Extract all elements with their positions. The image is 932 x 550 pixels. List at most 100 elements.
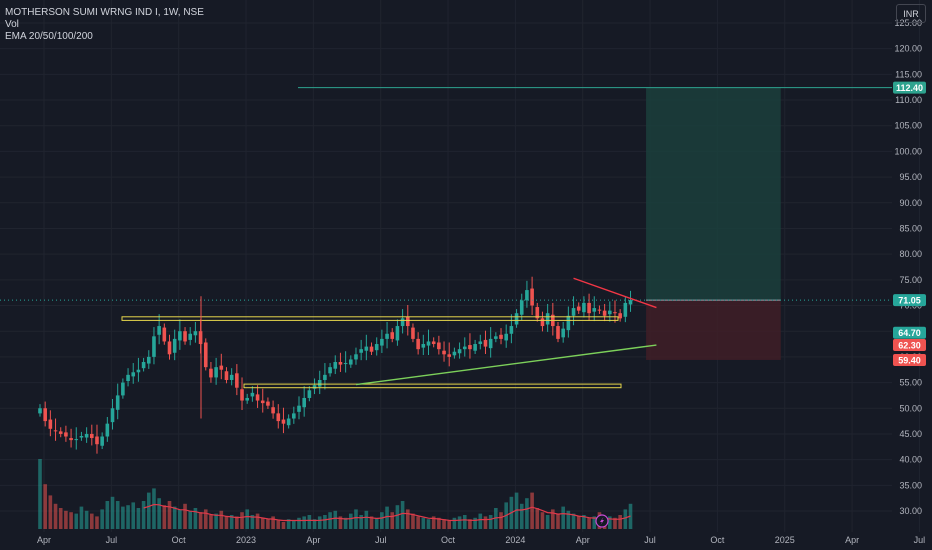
support-zone-box[interactable] <box>243 383 622 389</box>
candle-body <box>462 346 467 350</box>
candle-body <box>494 336 498 339</box>
resistance-zone-box[interactable] <box>121 316 619 321</box>
candle-body <box>48 419 53 429</box>
volume-bar <box>167 501 172 529</box>
volume-bar <box>499 512 503 529</box>
candle-body <box>209 368 213 378</box>
y-tick-label: 50.00 <box>899 403 922 413</box>
position-zones <box>646 87 781 360</box>
candle-body <box>525 290 529 301</box>
candle-body <box>214 367 218 378</box>
volume-bar <box>571 513 576 529</box>
x-tick-label: Jul <box>914 535 926 545</box>
candle-body <box>343 363 348 365</box>
volume-bar <box>126 505 130 529</box>
x-tick-label: 2024 <box>505 535 525 545</box>
candle-body <box>421 344 426 348</box>
candle-body <box>162 327 167 342</box>
volume-bar <box>95 516 99 529</box>
candle-body <box>509 326 514 334</box>
volume-bar <box>416 516 420 529</box>
volume-bar <box>592 516 597 529</box>
volume-bar <box>323 515 327 529</box>
volume-bar <box>229 515 234 529</box>
candle-body <box>203 342 208 368</box>
x-tick-label: 2023 <box>236 535 256 545</box>
volume-bar <box>121 506 125 529</box>
candle-body <box>172 338 177 353</box>
symbol-title[interactable]: MOTHERSON SUMI WRNG IND I, 1W, NSE <box>5 7 204 18</box>
candle-body <box>193 331 198 336</box>
x-tick-label: Apr <box>37 535 51 545</box>
candle-body <box>110 408 115 423</box>
price-tag <box>893 339 926 352</box>
volume-bar <box>561 506 565 529</box>
x-tick-label: Oct <box>172 535 187 545</box>
volume-bar <box>364 510 369 529</box>
candle-body <box>141 362 146 369</box>
volume-bar <box>317 516 322 529</box>
candle-body <box>328 367 332 374</box>
candle-body <box>307 390 312 398</box>
y-tick-label: 95.00 <box>899 172 922 182</box>
volume-bar <box>157 498 161 529</box>
volume-bar <box>162 505 167 529</box>
candle-body <box>473 344 477 351</box>
ema-indicator-label[interactable]: EMA 20/50/100/200 <box>5 31 93 42</box>
volume-bar <box>245 509 249 529</box>
x-tick-label: Apr <box>845 535 859 545</box>
y-tick-label: 90.00 <box>899 198 922 208</box>
x-tick-label: Apr <box>576 535 590 545</box>
candle-body <box>400 318 405 327</box>
lightning-icon <box>600 517 604 525</box>
volume-bar <box>452 517 457 529</box>
candle-body <box>374 344 379 351</box>
time-axis[interactable]: Apr Jul Oct 2023 Apr Jul Oct 2024 Apr Jul Oct 2025 A… <box>37 535 925 545</box>
volume-bar <box>385 506 389 529</box>
volume-bar <box>488 515 493 529</box>
candle-body <box>292 413 296 419</box>
candle-body <box>157 326 161 335</box>
volume-bar <box>349 513 353 529</box>
candle-body <box>602 310 607 316</box>
candle-body <box>349 359 353 365</box>
candle-body <box>587 302 591 314</box>
candle-body <box>628 300 633 305</box>
price-tag-label: 112.40 <box>896 83 923 93</box>
volume-bar <box>338 516 343 529</box>
currency-button[interactable]: INR <box>896 4 926 23</box>
volume-bar <box>276 520 281 529</box>
candle-body <box>519 300 524 315</box>
volume-ema <box>143 503 631 522</box>
volume-bar <box>608 516 612 529</box>
y-tick-label: 105.00 <box>894 121 922 131</box>
candle-body <box>146 356 151 364</box>
upper-trendline[interactable] <box>573 277 657 309</box>
drawings[interactable] <box>0 87 892 528</box>
candle-body <box>286 418 291 426</box>
volume-bar <box>198 512 203 529</box>
candle-body <box>364 346 369 351</box>
volume-bar <box>84 510 89 529</box>
candle-body <box>416 338 420 350</box>
x-tick-label: Jul <box>644 535 656 545</box>
candle-body <box>442 350 446 355</box>
candle-body <box>582 302 586 313</box>
candle-body <box>431 341 436 345</box>
candle-body <box>333 362 338 369</box>
y-tick-label: 100.00 <box>894 146 922 156</box>
candle-body <box>571 308 576 316</box>
candle-body <box>69 438 73 441</box>
price-tag <box>893 81 926 94</box>
candle-body <box>457 349 462 354</box>
volume-bar <box>587 517 591 529</box>
price-axis[interactable]: 30.0035.0040.0045.0050.0055.0060.0065.00… <box>894 18 922 516</box>
volume-indicator-label[interactable]: Vol <box>5 19 19 30</box>
candle-body <box>478 341 483 345</box>
volume-bar <box>141 501 146 529</box>
candle-body <box>390 332 395 339</box>
candle-body <box>380 338 384 346</box>
volume-bar <box>343 517 348 529</box>
lower-trendline[interactable] <box>355 344 657 386</box>
